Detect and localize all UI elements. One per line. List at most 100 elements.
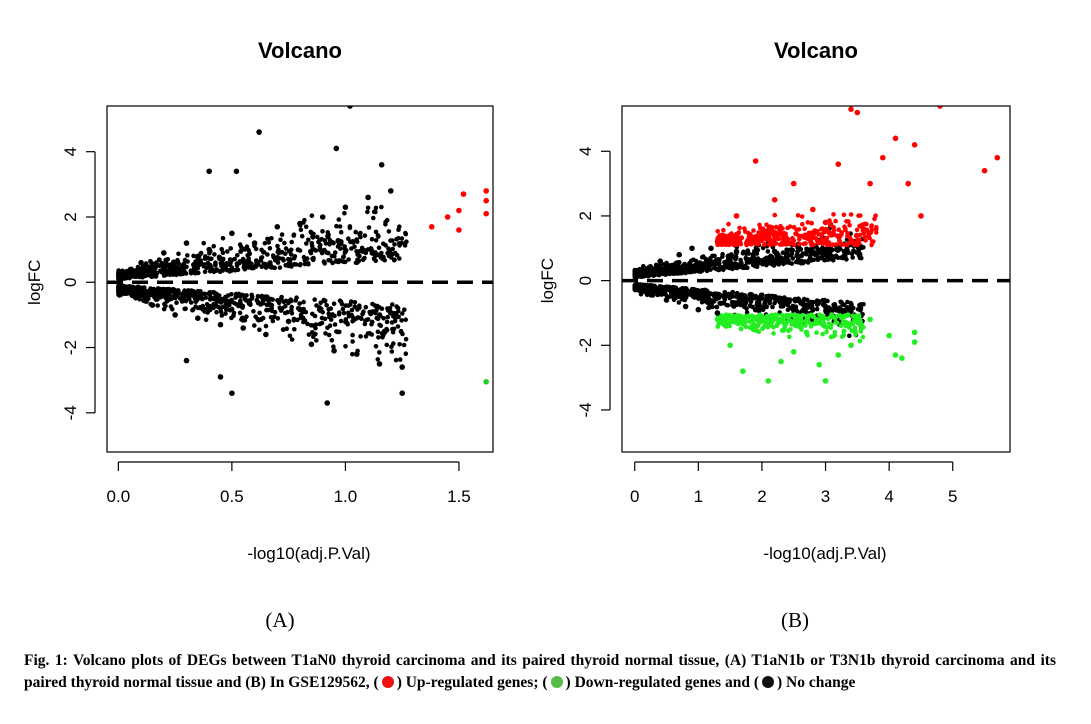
data-point [656, 271, 661, 277]
y-tick-label: 2 [576, 211, 595, 220]
data-point [483, 210, 490, 217]
data-point [782, 324, 788, 330]
data-point [165, 257, 171, 262]
data-point [190, 307, 195, 313]
down-regulated-legend-dot [550, 676, 563, 688]
data-point [757, 305, 763, 311]
data-point [733, 248, 740, 255]
data-point [183, 291, 188, 297]
data-point [755, 247, 761, 253]
data-point [324, 400, 331, 406]
data-point [389, 349, 395, 354]
data-point [325, 230, 331, 235]
data-point [650, 292, 656, 298]
data-point [347, 106, 353, 109]
data-point [336, 217, 342, 222]
data-point [866, 233, 871, 239]
data-point [229, 265, 235, 270]
data-point [911, 142, 918, 148]
data-point [724, 317, 729, 323]
data-point [828, 334, 834, 340]
data-point [832, 301, 838, 307]
data-point [743, 324, 749, 330]
data-point [444, 214, 451, 220]
data-point [714, 304, 720, 310]
data-point [841, 248, 848, 255]
data-point [375, 329, 381, 335]
data-point [791, 242, 797, 248]
data-point [886, 332, 892, 339]
data-point [821, 321, 826, 326]
data-point [769, 254, 775, 260]
data-point [376, 335, 381, 340]
data-point [220, 235, 226, 241]
data-point [388, 238, 393, 243]
data-point [332, 322, 338, 327]
data-point [672, 296, 678, 301]
data-point [402, 241, 407, 247]
data-point [331, 344, 336, 350]
up-regulated-cloud [715, 212, 879, 248]
data-point [342, 204, 349, 210]
data-point [357, 253, 362, 259]
data-point [814, 317, 819, 323]
data-point [843, 226, 848, 231]
data-point [874, 227, 879, 232]
data-point [819, 236, 824, 241]
data-point [153, 262, 159, 267]
data-point [737, 225, 742, 231]
data-point [245, 253, 250, 258]
data-point [699, 296, 705, 301]
data-point [767, 322, 772, 327]
data-point [164, 289, 169, 295]
data-point [727, 323, 732, 329]
data-point [257, 327, 262, 333]
data-point [390, 302, 395, 307]
data-point [665, 263, 671, 269]
data-point [764, 295, 770, 300]
data-point [247, 298, 252, 303]
data-point [332, 250, 338, 255]
data-point [207, 268, 213, 274]
data-point [322, 298, 328, 304]
data-point [298, 315, 304, 321]
data-point [159, 260, 164, 266]
data-point [237, 260, 242, 266]
data-point [377, 322, 382, 328]
data-point [820, 252, 826, 257]
data-point [298, 261, 303, 267]
data-point [149, 302, 156, 308]
data-point [994, 154, 1001, 161]
data-point [382, 257, 388, 263]
data-point [376, 361, 383, 367]
data-point [251, 240, 258, 246]
data-point [235, 253, 240, 258]
data-point [673, 288, 678, 294]
data-point [778, 358, 784, 365]
data-point [762, 242, 767, 247]
data-point [850, 255, 855, 260]
data-point [810, 248, 816, 255]
data-point [322, 261, 328, 266]
data-point [275, 243, 280, 249]
data-point [807, 233, 812, 239]
data-point [723, 293, 729, 299]
data-point [277, 265, 283, 270]
data-point [716, 262, 722, 267]
data-point [342, 244, 348, 249]
data-point [399, 318, 404, 323]
data-point [483, 379, 490, 385]
data-point [858, 319, 863, 325]
data-point [217, 321, 224, 328]
data-point [218, 256, 223, 261]
data-point [386, 229, 392, 234]
data-point [819, 232, 825, 237]
data-point [385, 314, 391, 320]
data-point [704, 293, 710, 299]
data-point [757, 222, 762, 228]
data-point [143, 271, 149, 276]
data-point [752, 158, 759, 164]
data-point [726, 242, 732, 248]
data-point [329, 338, 335, 343]
data-point [369, 332, 375, 337]
